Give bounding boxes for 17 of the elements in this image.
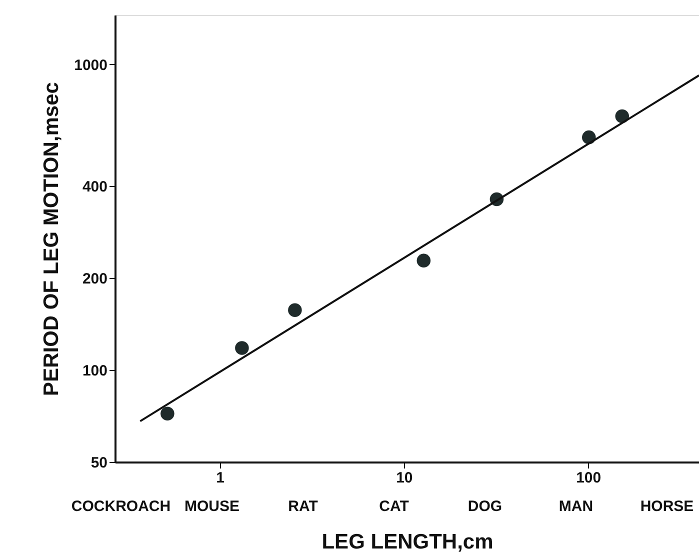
y-tick-label: 400	[82, 178, 108, 196]
y-tick-label: 100	[82, 362, 108, 380]
y-tick-label: 1000	[74, 56, 108, 74]
x-tick-label: 1	[216, 470, 224, 486]
x-axis-title: LEG LENGTH,cm	[322, 530, 494, 554]
text: MAN	[558, 498, 594, 515]
y-tick-label: 200	[82, 270, 108, 288]
x-tick-label: 100	[576, 470, 602, 486]
text: MOUSE	[184, 498, 240, 515]
text: HORSE	[640, 498, 694, 515]
x-tick-label: 10	[396, 470, 413, 486]
text: RAT	[288, 498, 318, 515]
y-tick-label: 50	[90, 454, 108, 472]
y-axis-title: PERIOD OF LEG MOTION,msec	[40, 82, 64, 396]
text: COCKROACH	[71, 498, 171, 515]
text: CAT	[379, 498, 409, 515]
text: DOG	[468, 498, 502, 515]
